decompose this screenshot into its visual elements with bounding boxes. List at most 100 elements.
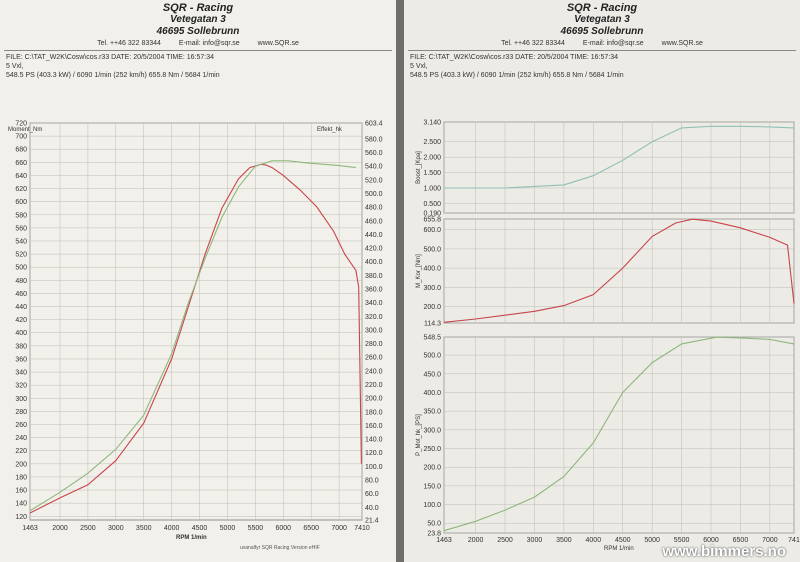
x-tick-label: 4500 <box>192 525 208 532</box>
x-tick-label: 2000 <box>468 537 484 544</box>
y-tick-label: 240 <box>15 435 27 442</box>
x-tick-label: 7000 <box>331 525 347 532</box>
y2-tick-label: 260.0 <box>365 355 383 362</box>
y-tick-label: 200 <box>15 461 27 468</box>
y-tick-label: 180 <box>15 474 27 481</box>
y-tick-label: 500.0 <box>423 353 441 360</box>
y2-tick-label: 60.0 <box>365 491 379 498</box>
phone: Tel. ++46 322 83344 <box>501 40 565 47</box>
y-tick-label: 580 <box>15 212 27 219</box>
y-tick-label: 400.0 <box>423 266 441 273</box>
y-tick-label: 450.0 <box>423 371 441 378</box>
y2-tick-label: 380.0 <box>365 273 383 280</box>
y-tick-label: 380 <box>15 343 27 350</box>
website: www.SQR.se <box>661 40 703 47</box>
y2-tick-label: 300.0 <box>365 327 383 334</box>
x-tick-label: 4000 <box>586 537 602 544</box>
y-tick-label: 340 <box>15 370 27 377</box>
y2-tick-label: 400.0 <box>365 259 383 266</box>
company-street: Vetegatan 3 <box>170 14 226 25</box>
y-tick-label: 260 <box>15 422 27 429</box>
plot-frame <box>443 336 795 534</box>
x-tick-label: 1463 <box>22 525 38 532</box>
x-tick-label: 5500 <box>248 525 264 532</box>
x-tick-label: 6000 <box>703 537 719 544</box>
y-tick-label: 0.500 <box>423 201 441 208</box>
y-tick-label: 600.0 <box>423 227 441 234</box>
y-tick-label: 2.000 <box>423 155 441 162</box>
y-tick-label: 320 <box>15 383 27 390</box>
header-rule <box>408 50 796 51</box>
x-tick-label: 2500 <box>497 537 513 544</box>
company-street: Vetegatan 3 <box>574 14 630 25</box>
y2-tick-label: 180.0 <box>365 409 383 416</box>
dyno-sheet-right: SQR - Racing Vetegatan 3 46695 Sollebrun… <box>404 0 800 562</box>
x-tick-label: 7410 <box>354 525 370 532</box>
company-city: 46695 Sollebrunn <box>156 26 240 37</box>
y2-tick-label: 120.0 <box>365 450 383 457</box>
y-tick-label: 140 <box>15 501 27 508</box>
result-line: 548.5 PS (403.3 kW) / 6090 1/min (252 km… <box>410 72 624 79</box>
y-tick-label: 100.0 <box>423 502 441 509</box>
y2-tick-label: 560.0 <box>365 150 383 157</box>
y-tick-label: 720 <box>15 121 27 128</box>
y-tick-label: 50.0 <box>427 521 441 528</box>
y2-tick-label: 460.0 <box>365 218 383 225</box>
y-tick-label: 500 <box>15 265 27 272</box>
y-tick-label: 3.140 <box>423 120 441 127</box>
dyno-sheet-left: SQR - Racing Vetegatan 3 46695 Sollebrun… <box>0 0 396 562</box>
email: E-mail: info@sqr.se <box>582 40 644 47</box>
y2-tick-label: 500.0 <box>365 191 383 198</box>
plot-frame <box>443 121 795 214</box>
y-tick-label: 200.0 <box>423 465 441 472</box>
y-tick-label: 660 <box>15 160 27 167</box>
x-tick-label: 1463 <box>436 537 452 544</box>
watermark: www.bimmers.no <box>662 543 786 560</box>
y-axis-label: P_Mot_hk_[PS] <box>416 414 422 456</box>
y-tick-label: 0.190 <box>423 211 441 218</box>
y-tick-label: 150.0 <box>423 483 441 490</box>
series-line-m-kor-nm- <box>443 218 795 323</box>
y2-tick-label: 240.0 <box>365 368 383 375</box>
x-tick-label: 741 <box>788 537 800 544</box>
y-tick-label: 500.0 <box>423 246 441 253</box>
y-tick-label: 280 <box>15 409 27 416</box>
y-tick-label: 700 <box>15 134 27 141</box>
gear-line: 5 Vxl, <box>410 63 428 70</box>
y-tick-label: 620 <box>15 186 27 193</box>
x-axis-label: RPM 1/min <box>604 546 634 552</box>
y2-tick-label: 80.0 <box>365 478 379 485</box>
email: E-mail: info@sqr.se <box>178 40 240 47</box>
x-tick-label: 3000 <box>108 525 124 532</box>
left-axis-label: Moment_Nm <box>8 127 42 133</box>
y-tick-label: 400 <box>15 330 27 337</box>
contact-line: Tel. ++46 322 83344 E-mail: info@sqr.se … <box>404 40 800 47</box>
y-tick-label: 2.500 <box>423 139 441 146</box>
y2-tick-label: 320.0 <box>365 314 383 321</box>
y-tick-label: 250.0 <box>423 446 441 453</box>
x-tick-label: 3500 <box>136 525 152 532</box>
series-line-effekt-hk <box>29 160 356 512</box>
y-tick-label: 120 <box>15 514 27 521</box>
x-tick-label: 3500 <box>556 537 572 544</box>
x-tick-label: 6000 <box>275 525 291 532</box>
y2-tick-label: 40.0 <box>365 505 379 512</box>
y2-tick-label: 420.0 <box>365 246 383 253</box>
y2-tick-label: 360.0 <box>365 287 383 294</box>
y-tick-label: 1.000 <box>423 186 441 193</box>
x-tick-label: 6500 <box>733 537 749 544</box>
y-tick-label: 600 <box>15 199 27 206</box>
x-axis-label: RPM 1/min <box>176 535 207 541</box>
left-power-torque-chart: 720 700 680 660 640 620 600 580 560 540 520 500 480 4… <box>8 121 383 542</box>
company-city: 46695 Sollebrunn <box>560 26 644 37</box>
y-tick-label: 440 <box>15 304 27 311</box>
y-tick-label: 360 <box>15 356 27 363</box>
y-tick-label: 300.0 <box>423 427 441 434</box>
y2-tick-label: 280.0 <box>365 341 383 348</box>
y-tick-label: 114.3 <box>424 321 441 328</box>
y2-tick-label: 580.0 <box>365 136 383 143</box>
plot-frame <box>29 122 363 521</box>
y-tick-label: 680 <box>15 147 27 154</box>
y-tick-label: 300.0 <box>423 285 441 292</box>
y-tick-label: 548.5 <box>423 335 441 342</box>
